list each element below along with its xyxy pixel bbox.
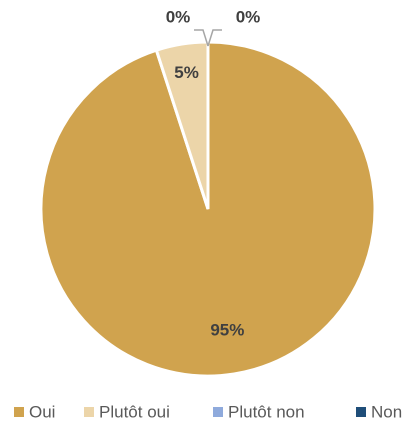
legend-label: Non: [371, 402, 402, 421]
data-label: 0%: [236, 7, 261, 26]
legend-swatch: [84, 407, 94, 417]
data-label: 5%: [174, 63, 199, 82]
data-label: 95%: [210, 321, 244, 340]
leader-line: [207, 29, 222, 47]
legend-swatch: [14, 407, 24, 417]
legend-swatch: [213, 407, 223, 417]
legend-label: Plutôt non: [228, 402, 305, 421]
leader-line: [194, 29, 209, 47]
data-label: 0%: [166, 7, 191, 26]
legend-label: Plutôt oui: [99, 402, 170, 421]
legend-label: Oui: [29, 402, 55, 421]
pie-slice: [154, 40, 210, 210]
legend-swatch: [356, 407, 366, 417]
